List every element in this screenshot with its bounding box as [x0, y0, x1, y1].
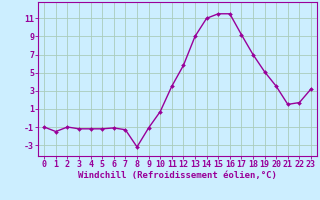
X-axis label: Windchill (Refroidissement éolien,°C): Windchill (Refroidissement éolien,°C) [78, 171, 277, 180]
